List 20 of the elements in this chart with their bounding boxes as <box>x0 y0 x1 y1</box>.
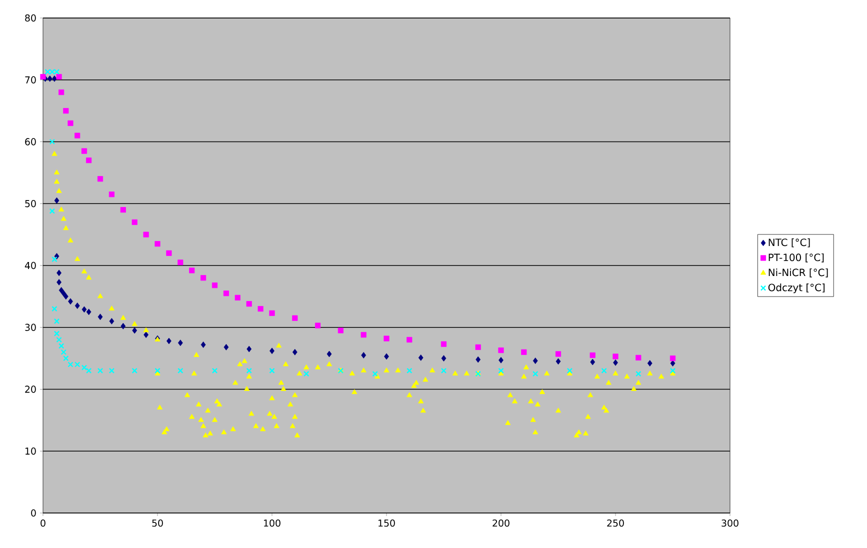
y-tick-label: 80 <box>25 14 36 22</box>
y-tick-label: 10 <box>25 448 36 455</box>
x-tick-label: 200 <box>492 520 510 527</box>
x-tick-label: 100 <box>264 520 280 527</box>
y-tick-label: 30 <box>25 324 36 331</box>
y-tick-label: 0 <box>31 509 36 517</box>
x-tick-label: 150 <box>378 520 395 527</box>
legend-label: Odczyt [°C] <box>768 284 825 294</box>
legend-label: Ni-NiCR [°C] <box>768 268 828 278</box>
x-tick-label: 0 <box>40 520 46 527</box>
x-tick-label: 50 <box>152 520 163 527</box>
legend-label: NTC [°C] <box>768 238 810 248</box>
y-tick-label: 20 <box>25 386 36 393</box>
x-tick-label: 250 <box>607 520 624 527</box>
legend-label: PT-100 [°C] <box>768 253 824 262</box>
y-tick-label: 50 <box>25 200 36 208</box>
x-tick-label: 300 <box>722 520 738 527</box>
y-tick-label: 40 <box>24 262 36 270</box>
y-tick-label: 60 <box>25 138 36 146</box>
y-tick-label: 70 <box>25 76 36 84</box>
